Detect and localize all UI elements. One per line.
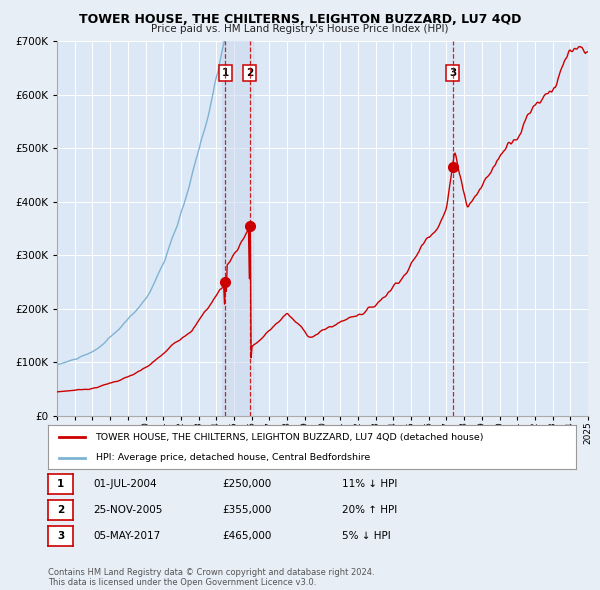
Text: 3: 3 — [57, 532, 64, 541]
Text: Contains HM Land Registry data © Crown copyright and database right 2024.
This d: Contains HM Land Registry data © Crown c… — [48, 568, 374, 587]
Text: 1: 1 — [57, 480, 64, 489]
Text: 20% ↑ HPI: 20% ↑ HPI — [342, 506, 397, 515]
Text: £355,000: £355,000 — [222, 506, 271, 515]
Text: 3: 3 — [449, 68, 456, 78]
Bar — [223, 41, 253, 416]
Text: 2: 2 — [57, 506, 64, 515]
Text: 11% ↓ HPI: 11% ↓ HPI — [342, 480, 397, 489]
Text: £250,000: £250,000 — [222, 480, 271, 489]
Text: 1: 1 — [221, 68, 229, 78]
Text: 05-MAY-2017: 05-MAY-2017 — [93, 532, 160, 541]
Text: TOWER HOUSE, THE CHILTERNS, LEIGHTON BUZZARD, LU7 4QD: TOWER HOUSE, THE CHILTERNS, LEIGHTON BUZ… — [79, 13, 521, 26]
Text: £465,000: £465,000 — [222, 532, 271, 541]
Text: 25-NOV-2005: 25-NOV-2005 — [93, 506, 163, 515]
Text: TOWER HOUSE, THE CHILTERNS, LEIGHTON BUZZARD, LU7 4QD (detached house): TOWER HOUSE, THE CHILTERNS, LEIGHTON BUZ… — [95, 432, 484, 442]
Text: 01-JUL-2004: 01-JUL-2004 — [93, 480, 157, 489]
Text: 5% ↓ HPI: 5% ↓ HPI — [342, 532, 391, 541]
Text: 2: 2 — [247, 68, 254, 78]
Text: Price paid vs. HM Land Registry's House Price Index (HPI): Price paid vs. HM Land Registry's House … — [151, 24, 449, 34]
Text: HPI: Average price, detached house, Central Bedfordshire: HPI: Average price, detached house, Cent… — [95, 454, 370, 463]
